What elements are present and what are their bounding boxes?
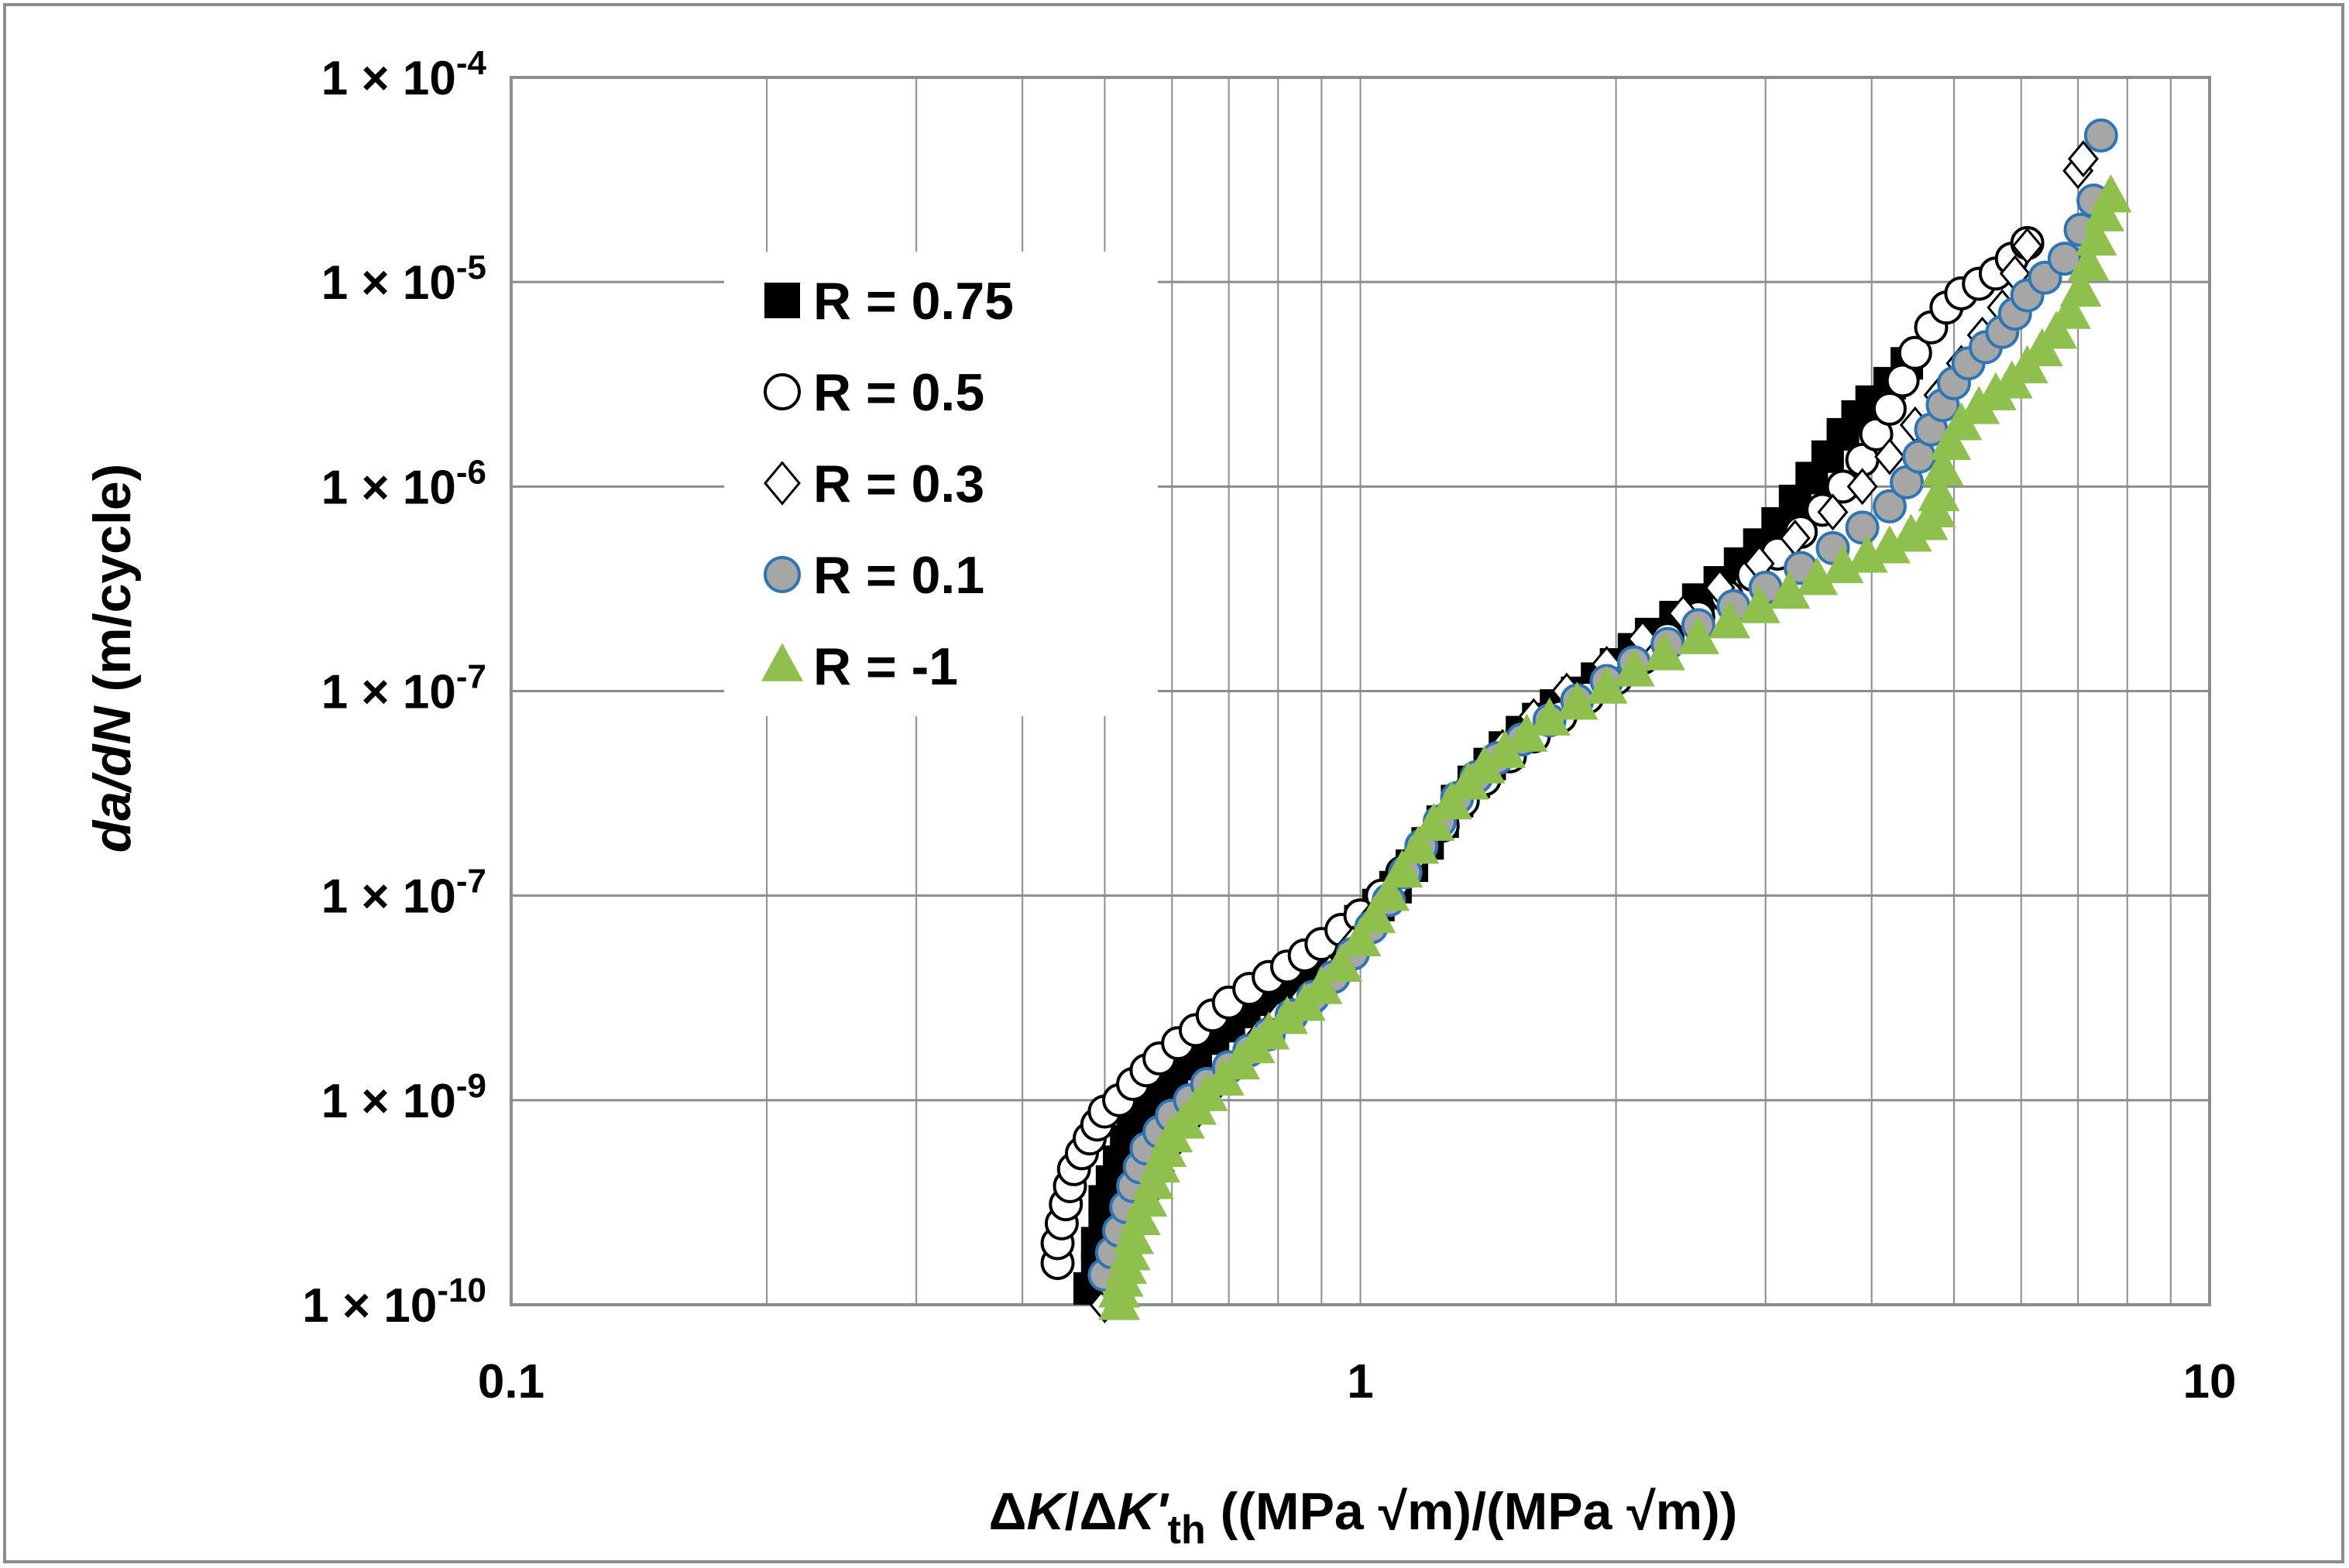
data-point — [1112, 1216, 1155, 1254]
plot-area-border — [510, 76, 2211, 1306]
legend-label: R = 0.3 — [813, 455, 984, 513]
legend-label: R = 0.5 — [813, 363, 984, 422]
data-point — [1885, 363, 1920, 398]
data-point — [2090, 173, 2132, 213]
y-tick-label: 1 × 10-6 — [321, 453, 486, 514]
data-point — [1738, 585, 1781, 623]
x-axis-title: ΔK/ΔK'th ((MPa √m)/(MPa √m)) — [989, 1482, 1738, 1553]
legend-marker — [761, 643, 803, 681]
legend-marker — [764, 283, 800, 318]
data-point — [1709, 600, 1750, 639]
data-point — [1677, 616, 1719, 654]
data-point — [1413, 802, 1455, 841]
legend-marker — [764, 461, 801, 506]
x-tick-labels: 0.1 1 10 — [478, 1355, 2237, 1408]
data-point — [1872, 489, 1907, 523]
legend-label: R = -1 — [813, 637, 958, 696]
gridlines — [510, 77, 2210, 1305]
data-point — [2083, 118, 2118, 153]
data-point — [2059, 268, 2102, 307]
chart-frame — [3, 3, 2344, 1563]
data-point — [1612, 648, 1655, 687]
data-point — [2011, 227, 2043, 265]
y-tick-label: 1 × 10-5 — [321, 249, 486, 310]
data-point — [2083, 193, 2124, 232]
series-4 — [1098, 173, 2132, 1320]
y-tick-labels: 1 × 10-4 1 × 10-5 1 × 10-6 1 × 10-7 1 × 10-7… — [302, 44, 486, 1333]
x-tick-label: 1 — [1347, 1355, 1373, 1408]
x-tick-label: 0.1 — [478, 1355, 544, 1408]
x-tick-label: 10 — [2183, 1355, 2237, 1408]
y-tick-label: 1 × 10-7 — [321, 863, 486, 924]
data-point — [1430, 781, 1473, 820]
legend-marker — [764, 556, 801, 593]
data-point — [1397, 825, 1440, 864]
data-point — [1368, 873, 1410, 911]
data-point — [2049, 290, 2091, 329]
legend-marker — [764, 373, 801, 410]
data-point — [1354, 894, 1396, 933]
data-point — [1320, 943, 1363, 982]
legend-label: R = 0.1 — [813, 546, 984, 605]
legend: R = 0.75 R = 0.5 R = 0.3 R = 0.1 R = -1 — [761, 272, 1014, 696]
data-point — [1381, 849, 1423, 888]
y-axis-title: da/dN (m/cycle) — [83, 464, 142, 853]
y-tick-label: 1 × 10-9 — [321, 1067, 486, 1128]
data-point — [2067, 242, 2110, 281]
data-point — [1929, 421, 1972, 461]
data-point — [1817, 493, 1849, 531]
data-point — [1872, 391, 1907, 426]
series-layer — [1040, 118, 2132, 1323]
data-point — [1897, 335, 1932, 370]
data-point — [1921, 447, 1964, 486]
data-point — [1300, 966, 1343, 1004]
data-point — [1846, 468, 1878, 506]
y-tick-label: 1 × 10-7 — [321, 658, 486, 719]
data-point — [1643, 632, 1685, 671]
data-point — [1918, 472, 1960, 512]
data-point — [2075, 217, 2117, 256]
data-point — [2035, 311, 2078, 349]
y-tick-label: 1 × 10-10 — [302, 1271, 486, 1333]
y-tick-label: 1 × 10-4 — [321, 44, 487, 105]
series-0 — [1073, 347, 1924, 1306]
data-point — [1845, 510, 1880, 545]
data-point — [1556, 681, 1599, 720]
legend-label: R = 0.75 — [813, 272, 1014, 331]
data-point — [1873, 437, 1905, 475]
data-point — [2067, 140, 2099, 178]
data-point — [1339, 918, 1382, 956]
